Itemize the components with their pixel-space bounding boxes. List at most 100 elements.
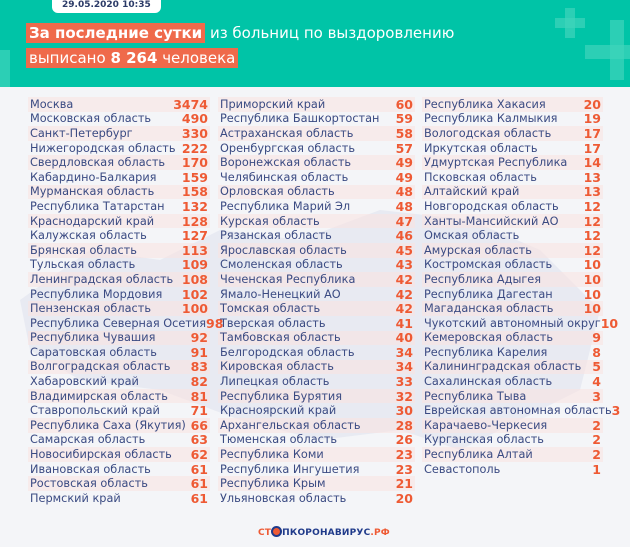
recovered-count: 128 [181, 213, 208, 229]
recovered-count: 100 [181, 301, 208, 317]
region-row: Оренбургская область 57 [218, 141, 415, 156]
region-name: Хабаровский край [30, 375, 139, 389]
region-name: Тамбовская область [220, 331, 341, 345]
region-name: Вологодская область [424, 126, 552, 140]
recovered-count: 83 [190, 359, 208, 375]
stopcoronavirus-logo: СТ ПКОРОНАВИРУС.РФ [258, 526, 390, 538]
region-name: Алтайский край [424, 185, 520, 199]
region-row: Белгородская область 34 [218, 345, 415, 360]
region-row: Красноярский край 30 [218, 403, 415, 418]
recovered-count: 42 [395, 271, 413, 287]
region-row: Республика Алтай 2 [422, 447, 603, 462]
region-name: Калининградская область [424, 360, 582, 374]
region-row: Карачаево-Черкесия 2 [422, 418, 603, 433]
recovered-count: 43 [395, 257, 413, 273]
recovered-count: 102 [181, 286, 208, 302]
recovered-count: 10 [583, 271, 601, 287]
recovered-count: 127 [181, 228, 208, 244]
region-name: Республика Мордовия [30, 287, 163, 301]
region-name: Владимирская область [30, 389, 168, 403]
region-row: Москва 3474 [28, 97, 210, 112]
region-row: Приморский край 60 [218, 97, 415, 112]
region-name: Ленинградская область [30, 272, 174, 286]
recovered-count: 5 [592, 359, 601, 375]
region-name: Удмуртская Республика [424, 156, 568, 170]
recovered-count: 66 [190, 417, 208, 433]
region-name: Севастополь [424, 462, 501, 476]
recovered-count: 3474 [173, 96, 208, 112]
region-row: Алтайский край 13 [422, 184, 603, 199]
region-name: Чеченская Республика [220, 272, 356, 286]
region-row: Сахалинская область 4 [422, 374, 603, 389]
headline-rest: из больниц по выздоровлению [205, 24, 455, 42]
recovered-count: 170 [181, 155, 208, 171]
region-row: Хабаровский край 82 [28, 374, 210, 389]
region-name: Тульская область [30, 258, 136, 272]
logo-text-right: ПКОРОНАВИРУС [282, 528, 371, 538]
region-row: Курганская область 2 [422, 432, 603, 447]
region-name: Кировская область [220, 360, 334, 374]
recovered-count: 10 [583, 301, 601, 317]
recovered-count: 47 [395, 213, 413, 229]
region-row: Ленинградская область 108 [28, 272, 210, 287]
region-name: Московская область [30, 112, 152, 126]
plus-decoration [0, 50, 10, 87]
recovered-count: 21 [395, 476, 413, 492]
region-row: Смоленская область 43 [218, 257, 415, 273]
region-row: Ханты-Мансийский АО 12 [422, 214, 603, 229]
recovered-count: 490 [181, 111, 208, 127]
region-name: Челябинская область [220, 170, 349, 184]
recovered-count: 60 [395, 96, 413, 112]
region-name: Оренбургская область [220, 141, 355, 155]
region-name: Липецкая область [220, 375, 330, 389]
plus-decoration [585, 45, 630, 59]
virus-icon [271, 526, 283, 537]
region-name: Архангельская область [220, 418, 361, 432]
region-name: Республика Башкортостан [220, 112, 380, 126]
region-row: Иркутская область 17 [422, 141, 603, 156]
region-row: Пермский край 61 [28, 491, 210, 506]
region-name: Ульяновская область [220, 491, 347, 505]
region-row: Калининградская область 5 [422, 359, 603, 375]
region-row: Калужская область 127 [28, 228, 210, 243]
recovered-count: 330 [181, 125, 208, 141]
region-name: Республика Чувашия [30, 331, 156, 345]
region-row: Тюменская область 26 [218, 432, 415, 447]
region-name: Республика Карелия [424, 345, 548, 359]
recovered-count: 63 [190, 432, 208, 448]
region-row: Республика Хакасия 20 [422, 97, 603, 112]
region-row: Мурманская область 158 [28, 184, 210, 199]
region-row: Вологодская область 17 [422, 126, 603, 141]
region-row: Саратовская область 91 [28, 345, 210, 360]
recovered-count: 33 [395, 374, 413, 390]
region-name: Мурманская область [30, 185, 155, 199]
region-name: Тюменская область [220, 433, 338, 447]
region-name: Курская область [220, 214, 320, 228]
region-name: Еврейская автономная область [424, 404, 612, 418]
region-name: Сахалинская область [424, 375, 553, 389]
region-name: Чукотский автономный округ [424, 316, 601, 330]
region-name: Ямало-Ненецкий АО [220, 287, 341, 301]
recovered-count: 12 [583, 242, 601, 258]
region-name: Республика Алтай [424, 448, 533, 462]
region-row: Ставропольский край 71 [28, 403, 210, 418]
region-name: Костромская область [424, 258, 553, 272]
region-row: Псковская область 13 [422, 170, 603, 185]
recovered-count: 10 [600, 315, 619, 331]
region-row: Ростовская область 61 [28, 476, 210, 491]
region-name: Республика Калмыкия [424, 112, 558, 126]
header-banner: 29.05.2020 10:35 За последние сутки из б… [0, 0, 630, 87]
recovered-count: 34 [395, 344, 413, 360]
region-row: Архангельская область 28 [218, 418, 415, 433]
region-name: Кемеровская область [424, 331, 553, 345]
region-row: Республика Саха (Якутия) 66 [28, 418, 210, 433]
region-row: Омская область 12 [422, 228, 603, 243]
region-row: Кабардино-Балкария 159 [28, 170, 210, 185]
region-name: Красноярский край [220, 404, 337, 418]
recovered-count: 12 [583, 228, 601, 244]
recovered-count: 98 [206, 315, 224, 331]
headline-suffix: человека [157, 49, 236, 67]
region-name: Республика Северная Осетия [30, 316, 206, 330]
region-name: Самарская область [30, 433, 146, 447]
region-row: Липецкая область 33 [218, 374, 415, 389]
